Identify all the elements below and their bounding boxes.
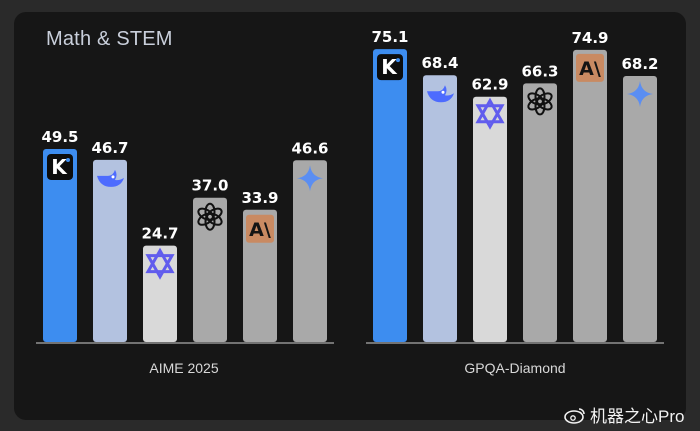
qwen-tri-a: [145, 247, 175, 274]
bar: [423, 75, 457, 343]
bar-value-label: 49.5: [41, 128, 78, 146]
anthropic-logo-icon: A\: [576, 53, 604, 82]
bar-group: 49.5 K 46.7 24.7 37.0 33.9 A\ 46.6 AIME 2025: [36, 128, 334, 376]
icon-glyph: K: [51, 155, 68, 179]
kimi-k-logo-icon: K: [377, 54, 403, 81]
watermark-text: 机器之心Pro: [590, 407, 685, 426]
bar-value-label: 46.7: [91, 139, 128, 157]
bar-value-label: 33.9: [241, 189, 278, 207]
gemini-sparkle-icon: [297, 165, 323, 192]
bar-value-label: 62.9: [471, 76, 508, 94]
bar-value-label: 68.4: [421, 54, 458, 72]
openai-petal: [197, 207, 214, 221]
qwen-tri-b: [475, 104, 505, 130]
bar: [473, 96, 507, 342]
icon-glyph: K: [381, 55, 398, 79]
bar-value-label: 75.1: [371, 28, 408, 46]
icon-glyph: A\: [249, 219, 271, 241]
whale-body: [427, 85, 454, 103]
bar-value-label: 66.3: [521, 62, 558, 80]
bar: [573, 49, 607, 342]
bar: [143, 245, 177, 342]
deepseek-whale-icon: [97, 169, 124, 187]
icon-dot: [396, 58, 400, 63]
icon-dot: [66, 157, 70, 162]
category-label: AIME 2025: [149, 360, 218, 376]
whale-body: [97, 169, 124, 187]
bar-value-label: 68.2: [621, 55, 658, 73]
sparkle-shape: [627, 81, 653, 108]
bar: [93, 159, 127, 342]
bar: [623, 76, 657, 343]
openai-petal: [527, 92, 544, 106]
bar: [293, 160, 327, 342]
icon-bg: [576, 53, 604, 82]
qwen-logo-icon: [475, 97, 505, 130]
bar: [243, 209, 277, 342]
watermark: 机器之心Pro: [564, 402, 684, 427]
icon-glyph: A\: [579, 58, 601, 80]
bar: [193, 197, 227, 342]
bar-value-label: 24.7: [141, 225, 178, 243]
bar-value-label: 37.0: [191, 177, 228, 195]
weibo-logo-icon: [564, 407, 585, 424]
whale-eye: [111, 175, 115, 179]
bar: [43, 148, 77, 342]
sparkle-shape: [297, 165, 323, 192]
category-label: GPQA-Diamond: [464, 360, 565, 376]
bar-group: 75.1 K 68.4 62.9 66.3 74.9 A\ 68.2 GPQA-Diamond: [366, 28, 664, 376]
deepseek-whale-icon: [427, 85, 454, 103]
openai-logo-icon: [197, 202, 223, 231]
kimi-k-logo-icon: K: [47, 153, 73, 180]
openai-logo-icon: [527, 87, 553, 116]
bar-value-label: 46.6: [291, 139, 328, 157]
whale-eye: [441, 90, 445, 94]
bar: [373, 49, 407, 343]
bar-value-label: 74.9: [571, 29, 608, 47]
qwen-tri-b: [145, 254, 175, 280]
anthropic-logo-icon: A\: [246, 214, 274, 243]
chart-title: Math & STEM: [46, 28, 173, 50]
gemini-sparkle-icon: [627, 81, 653, 108]
qwen-logo-icon: [145, 247, 175, 280]
bar: [523, 83, 557, 343]
icon-bg: [246, 214, 274, 243]
qwen-tri-a: [475, 97, 505, 124]
